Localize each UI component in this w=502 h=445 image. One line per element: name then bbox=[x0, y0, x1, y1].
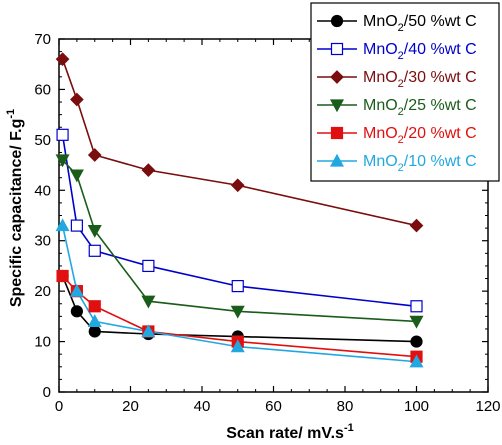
data-point-s3-5 bbox=[230, 178, 245, 193]
data-point-s5-3 bbox=[88, 300, 101, 313]
legend-marker-4 bbox=[329, 99, 345, 113]
data-point-s2-5 bbox=[231, 280, 244, 293]
y-axis-title: Specific capacitance/ F.g-1 bbox=[5, 109, 25, 307]
data-point-s3-6 bbox=[409, 218, 424, 233]
x-tick-label: 100 bbox=[404, 398, 429, 415]
y-tick-label: 30 bbox=[34, 233, 51, 250]
x-axis-title: Scan rate/ mV.s-1 bbox=[226, 422, 353, 442]
legend-box bbox=[310, 2, 500, 182]
series-line-1 bbox=[61, 275, 417, 343]
data-point-s4-6 bbox=[409, 315, 424, 329]
series-line-6 bbox=[61, 225, 417, 363]
x-tick-label: 80 bbox=[337, 398, 354, 415]
legend-label-3: MnO2/30 %wt C bbox=[363, 69, 477, 90]
data-point-s3-2 bbox=[70, 92, 84, 107]
data-point-s4-1 bbox=[55, 154, 70, 168]
data-point-s1-6 bbox=[410, 335, 423, 348]
data-point-s3-1 bbox=[55, 52, 70, 67]
legend: MnO2/50 %wt C MnO2/40 %wt C MnO2/30 %wt C M… bbox=[310, 2, 500, 182]
data-point-s2-1 bbox=[56, 128, 69, 141]
y-tick-label: 50 bbox=[34, 132, 51, 149]
data-point-s4-5 bbox=[230, 305, 245, 319]
legend-marker-1 bbox=[330, 14, 344, 28]
data-point-s1-2 bbox=[70, 305, 83, 318]
x-tick-label: 20 bbox=[122, 398, 139, 415]
plot-markers bbox=[55, 52, 424, 368]
data-point-s2-4 bbox=[142, 259, 155, 273]
y-tick-label: 0 bbox=[43, 384, 51, 401]
legend-marker-5 bbox=[330, 126, 344, 140]
y-axis-title-sup: -1 bbox=[5, 109, 17, 119]
data-point-s6-2 bbox=[69, 283, 84, 297]
series-line-3 bbox=[61, 58, 417, 227]
legend-marker-2 bbox=[330, 42, 344, 56]
data-point-s4-4 bbox=[141, 295, 156, 309]
data-point-s2-2 bbox=[70, 219, 83, 232]
data-point-s3-4 bbox=[141, 163, 156, 177]
legend-label-2: MnO2/40 %wt C bbox=[363, 41, 477, 62]
y-axis-title-main: Specific capacitance/ F.g bbox=[8, 119, 25, 308]
x-tick-label: 120 bbox=[475, 398, 500, 415]
data-point-s2-3 bbox=[88, 244, 101, 257]
data-point-s3-3 bbox=[87, 148, 102, 162]
data-point-s1-3 bbox=[88, 325, 101, 338]
x-tick-label: 40 bbox=[194, 398, 211, 415]
data-point-s2-6 bbox=[410, 300, 423, 313]
data-point-s6-1 bbox=[55, 218, 70, 232]
data-point-s4-2 bbox=[69, 169, 84, 183]
legend-label-1: MnO2/50 %wt C bbox=[363, 13, 477, 34]
y-tick-label: 60 bbox=[34, 81, 51, 98]
data-point-s5-1 bbox=[56, 269, 69, 283]
y-tick-label: 70 bbox=[34, 31, 51, 48]
axes: 0 20 40 60 80 100 120 0 10 20 30 40 50 60 70 bbox=[34, 31, 500, 415]
legend-marker-6 bbox=[329, 153, 345, 167]
data-point-s6-6 bbox=[409, 354, 424, 368]
data-point-s6-5 bbox=[230, 339, 245, 353]
series-line-2 bbox=[61, 134, 417, 308]
data-point-s4-3 bbox=[87, 225, 102, 238]
x-tick-label: 0 bbox=[55, 398, 63, 415]
legend-label-5: MnO2/20 %wt C bbox=[363, 125, 477, 146]
legend-label-6: MnO2/10 %wt C bbox=[363, 153, 477, 174]
legend-label-4: MnO2/25 %wt C bbox=[363, 97, 477, 118]
x-tick-label: 60 bbox=[265, 398, 282, 415]
y-tick-label: 40 bbox=[34, 182, 51, 199]
x-axis-title-sup: -1 bbox=[344, 422, 354, 434]
data-point-s6-4 bbox=[141, 324, 156, 338]
y-tick-label: 20 bbox=[34, 283, 51, 300]
data-point-s6-3 bbox=[87, 314, 102, 327]
y-tick-label: 10 bbox=[34, 334, 51, 351]
x-axis-title-main: Scan rate/ mV.s bbox=[226, 425, 344, 442]
legend-marker-3 bbox=[330, 70, 344, 84]
